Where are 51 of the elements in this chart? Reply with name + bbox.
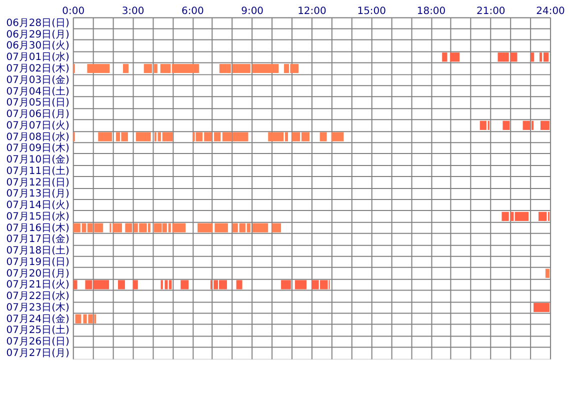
y-tick-label: 07月13日(月) <box>6 188 70 200</box>
x-tick-label: 21:00 <box>476 6 506 17</box>
y-tick-label: 07月21日(火) <box>6 278 70 291</box>
y-tick-label: 07月12日(日) <box>6 177 70 188</box>
bar <box>272 223 282 232</box>
x-tick-label: 15:00 <box>357 6 386 17</box>
bar <box>172 223 186 232</box>
y-tick-label: 07月01日(水) <box>6 51 70 64</box>
y-tick-label: 06月30日(火) <box>6 40 70 52</box>
bar <box>320 132 327 142</box>
y-tick-label: 07月08日(水) <box>6 130 70 143</box>
bar <box>214 132 221 142</box>
x-tick-label: 3:00 <box>122 6 144 17</box>
bar <box>252 223 268 232</box>
bar <box>162 132 173 142</box>
x-tick-label: 0:00 <box>62 6 85 17</box>
x-tick-label: 9:00 <box>241 6 264 17</box>
y-tick-label: 07月09日(木) <box>6 142 70 154</box>
y-tick-label: 07月23日(木) <box>6 301 70 314</box>
x-tick-label: 12:00 <box>298 6 326 17</box>
y-tick-label: 07月02日(木) <box>6 62 70 74</box>
y-tick-label: 07月26日(日) <box>6 336 70 348</box>
y-tick-label: 07月10日(金) <box>6 154 70 166</box>
y-tick-label: 07月05日(日) <box>6 98 70 109</box>
y-tick-label: 06月29日(月) <box>6 29 70 40</box>
y-tick-label: 07月14日(火) <box>6 199 70 212</box>
y-tick-label: 07月18日(土) <box>6 244 70 257</box>
y-tick-label: 07月22日(水) <box>6 290 70 302</box>
bar <box>198 223 213 232</box>
y-tick-label: 06月28日(日) <box>6 18 70 29</box>
bar <box>331 132 344 142</box>
y-tick-label: 07月19日(日) <box>6 256 70 268</box>
y-tick-label: 07月24日(金) <box>6 312 70 325</box>
y-tick-label: 07月20日(月) <box>6 268 70 280</box>
bar <box>268 132 284 142</box>
x-tick-label: 18:00 <box>416 6 446 17</box>
y-tick-label: 07月04日(土) <box>6 85 70 98</box>
y-tick-label: 07月06日(月) <box>6 109 70 120</box>
y-tick-label: 07月07日(火) <box>6 119 70 132</box>
bar <box>214 223 228 232</box>
bar <box>132 280 138 290</box>
y-tick-label: 07月16日(木) <box>6 222 70 234</box>
y-tick-label: 07月25日(土) <box>6 324 70 336</box>
bar <box>530 52 534 62</box>
y-tick-label: 07月17日(金) <box>6 233 70 246</box>
x-tick-label: 6:00 <box>181 6 204 17</box>
y-tick-label: 07月03日(金) <box>6 74 70 86</box>
y-tick-label: 07月11日(土) <box>6 164 70 177</box>
y-tick-label: 07月27日(月) <box>6 348 70 359</box>
x-tick-label: 24:00 <box>536 6 565 17</box>
y-tick-label: 07月15日(水) <box>6 210 70 222</box>
